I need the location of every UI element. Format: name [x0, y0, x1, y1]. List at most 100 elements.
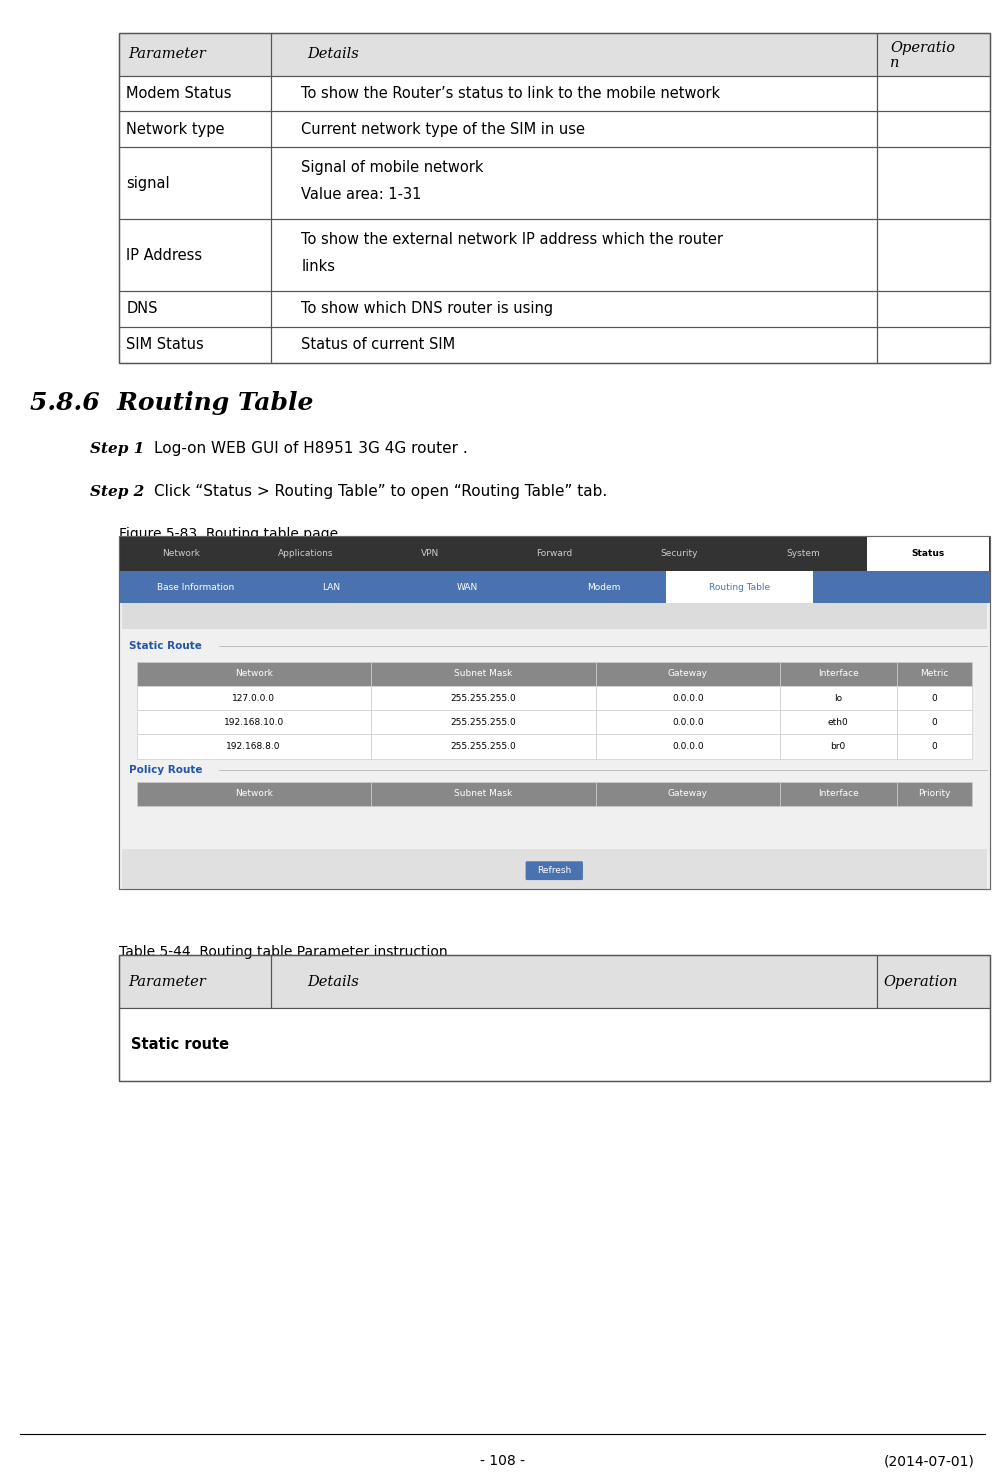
Bar: [780, 735, 896, 758]
Text: 0: 0: [932, 693, 937, 702]
Text: To show the external network IP address which the router: To show the external network IP address …: [302, 233, 724, 247]
Text: Status of current SIM: Status of current SIM: [302, 338, 455, 352]
Text: System: System: [786, 549, 820, 558]
Bar: [666, 572, 813, 603]
Bar: [780, 686, 896, 711]
FancyBboxPatch shape: [526, 862, 583, 880]
Text: Details: Details: [308, 47, 359, 61]
Bar: [596, 782, 780, 806]
Bar: [119, 111, 990, 147]
Text: Operation: Operation: [883, 974, 958, 989]
Text: Signal of mobile network: Signal of mobile network: [302, 160, 483, 175]
Text: 255.255.255.0: 255.255.255.0: [450, 718, 517, 727]
Bar: [876, 33, 990, 76]
Bar: [122, 849, 987, 889]
Text: To show the Router’s status to link to the mobile network: To show the Router’s status to link to t…: [302, 86, 721, 101]
Text: DNS: DNS: [127, 302, 158, 317]
Bar: [119, 955, 271, 1009]
Bar: [119, 536, 990, 889]
Text: Parameter: Parameter: [128, 47, 205, 61]
Text: signal: signal: [127, 176, 170, 191]
Bar: [876, 76, 990, 111]
Text: Value area: 1-31: Value area: 1-31: [302, 187, 422, 203]
Text: 0: 0: [932, 742, 937, 751]
Bar: [371, 686, 596, 711]
Text: Security: Security: [660, 549, 697, 558]
Text: Figure 5-83  Routing table page: Figure 5-83 Routing table page: [119, 527, 338, 541]
Bar: [896, 662, 972, 686]
Text: 255.255.255.0: 255.255.255.0: [450, 693, 517, 702]
Text: n: n: [890, 56, 899, 71]
Bar: [119, 147, 271, 219]
Text: 0.0.0.0: 0.0.0.0: [672, 693, 704, 702]
Bar: [119, 219, 990, 290]
Bar: [371, 662, 596, 686]
Bar: [271, 219, 876, 290]
Bar: [119, 290, 990, 327]
Bar: [119, 327, 271, 363]
Bar: [876, 290, 990, 327]
Text: LAN: LAN: [323, 582, 341, 592]
Text: - 108 -: - 108 -: [480, 1454, 525, 1468]
Text: Network type: Network type: [127, 121, 225, 136]
Text: 255.255.255.0: 255.255.255.0: [450, 742, 517, 751]
Text: Network: Network: [234, 789, 272, 798]
Text: Forward: Forward: [536, 549, 573, 558]
Text: Subnet Mask: Subnet Mask: [454, 669, 513, 678]
Text: Policy Route: Policy Route: [129, 766, 202, 775]
Bar: [137, 662, 371, 686]
Bar: [122, 603, 987, 629]
Text: Interface: Interface: [818, 669, 858, 678]
Text: Step 1: Step 1: [90, 441, 145, 456]
Bar: [271, 327, 876, 363]
Text: Modem Status: Modem Status: [127, 86, 232, 101]
Bar: [119, 536, 990, 889]
Text: VPN: VPN: [421, 549, 439, 558]
Text: Details: Details: [308, 974, 359, 989]
Text: Log-on WEB GUI of H8951 3G 4G router .: Log-on WEB GUI of H8951 3G 4G router .: [154, 441, 467, 456]
Text: 127.0.0.0: 127.0.0.0: [232, 693, 275, 702]
Bar: [119, 572, 990, 603]
Text: Subnet Mask: Subnet Mask: [454, 789, 513, 798]
Text: links: links: [302, 259, 336, 274]
Bar: [119, 955, 990, 1009]
Bar: [896, 711, 972, 735]
Bar: [119, 290, 271, 327]
Bar: [371, 735, 596, 758]
Bar: [271, 111, 876, 147]
Text: lo: lo: [834, 693, 842, 702]
Bar: [119, 111, 271, 147]
Text: Network: Network: [162, 549, 200, 558]
Bar: [876, 955, 990, 1009]
Text: Base Information: Base Information: [157, 582, 234, 592]
Text: Table 5-44  Routing table Parameter instruction: Table 5-44 Routing table Parameter instr…: [119, 945, 447, 958]
Bar: [137, 735, 371, 758]
Bar: [876, 147, 990, 219]
Text: 192.168.10.0: 192.168.10.0: [223, 718, 283, 727]
Text: IP Address: IP Address: [127, 247, 202, 262]
Bar: [896, 686, 972, 711]
Bar: [271, 147, 876, 219]
Bar: [119, 33, 271, 76]
Text: To show which DNS router is using: To show which DNS router is using: [302, 302, 554, 317]
Text: Interface: Interface: [818, 789, 858, 798]
Text: Step 2: Step 2: [90, 484, 145, 499]
Text: Applications: Applications: [277, 549, 333, 558]
Bar: [780, 782, 896, 806]
Text: 0.0.0.0: 0.0.0.0: [672, 742, 704, 751]
Text: Metric: Metric: [920, 669, 949, 678]
Bar: [119, 147, 990, 219]
Bar: [119, 603, 990, 889]
Text: Refresh: Refresh: [537, 866, 572, 875]
Bar: [137, 686, 371, 711]
Text: Operatio: Operatio: [890, 40, 955, 55]
Text: Static Route: Static Route: [129, 641, 202, 652]
Bar: [271, 290, 876, 327]
Text: (2014-07-01): (2014-07-01): [884, 1454, 975, 1468]
Bar: [780, 662, 896, 686]
Text: 5.8.6  Routing Table: 5.8.6 Routing Table: [30, 391, 314, 415]
Bar: [271, 33, 876, 76]
Text: Static route: Static route: [131, 1037, 229, 1052]
Text: eth0: eth0: [828, 718, 848, 727]
Text: Modem: Modem: [587, 582, 620, 592]
